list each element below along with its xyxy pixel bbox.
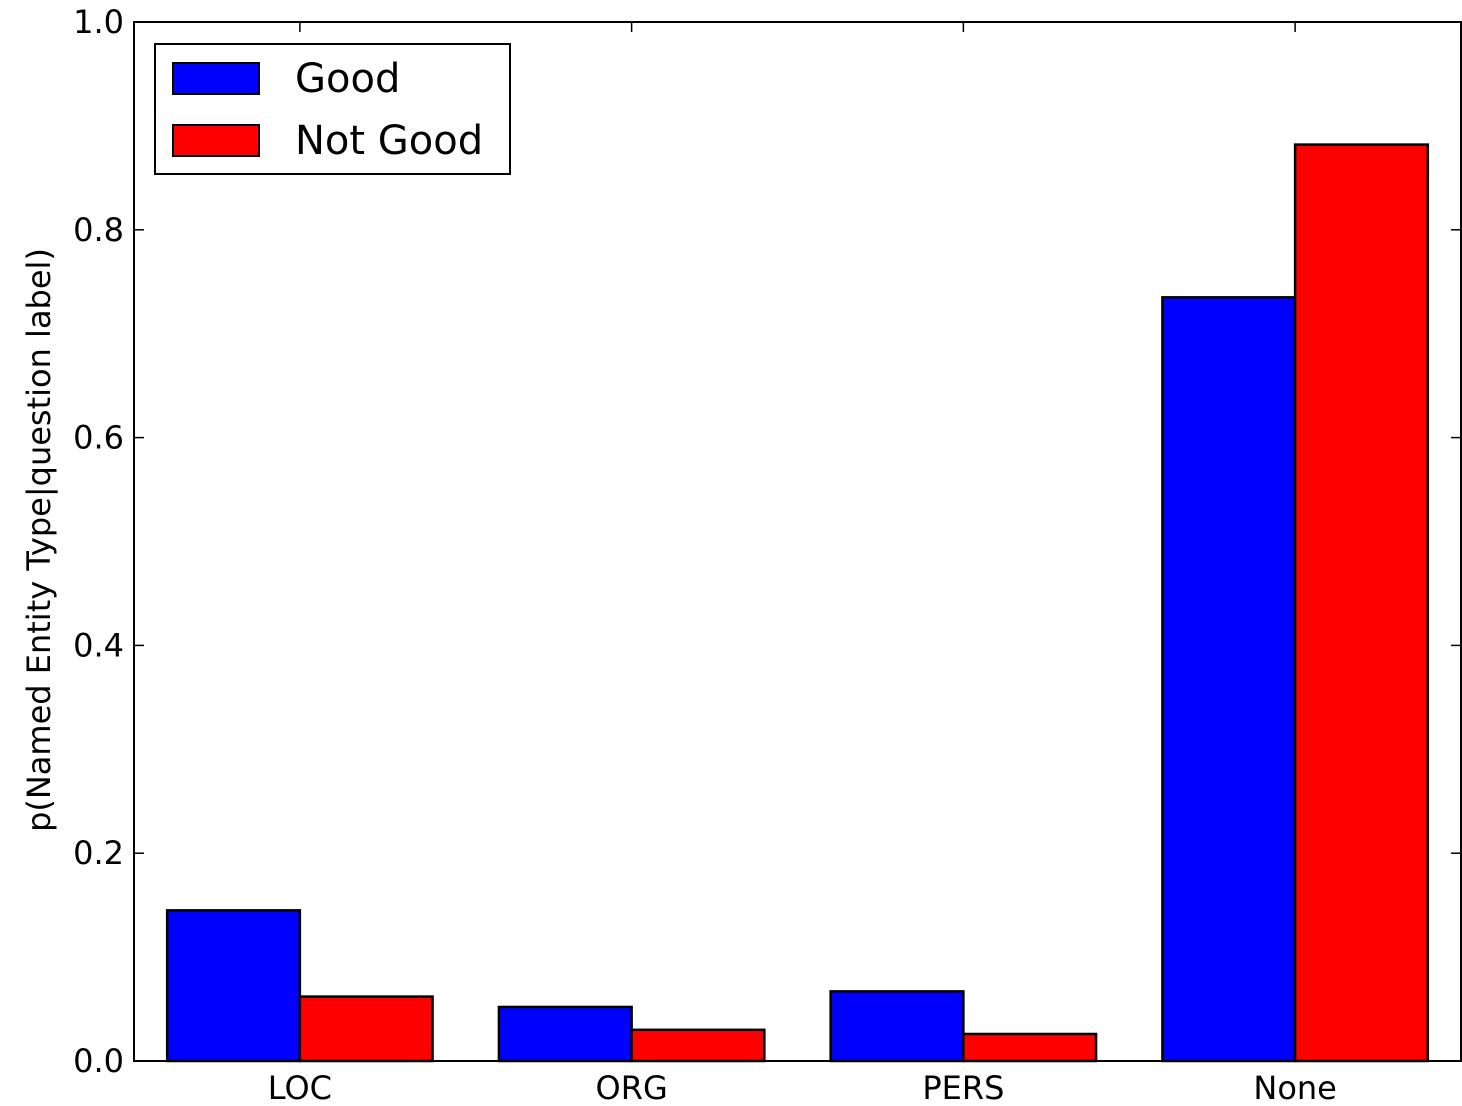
legend-label: Not Good <box>295 118 483 164</box>
legend-label: Good <box>295 56 400 102</box>
x-tick-label: ORG <box>596 1069 668 1106</box>
y-axis-label: p(Named Entity Type|question label) <box>20 248 58 832</box>
y-tick-label: 1.0 <box>73 3 124 41</box>
y-tick-label: 0.0 <box>73 1042 124 1080</box>
bar-good-org <box>499 1007 632 1061</box>
y-tick-label: 0.2 <box>73 834 124 872</box>
x-tick-label: None <box>1253 1069 1336 1106</box>
bar-not-good-org <box>632 1030 765 1061</box>
bars-layer <box>167 145 1428 1061</box>
legend: Good Not Good <box>155 44 510 174</box>
y-tick-label: 0.6 <box>73 419 124 457</box>
bar-good-pers <box>831 991 964 1061</box>
legend-swatch <box>173 63 259 94</box>
x-tick-label: LOC <box>268 1069 332 1106</box>
bar-not-good-pers <box>963 1034 1096 1061</box>
bar-good-none <box>1162 297 1295 1061</box>
bar-good-loc <box>167 910 300 1061</box>
x-tick-label: PERS <box>922 1069 1004 1106</box>
legend-swatch <box>173 125 259 156</box>
bar-not-good-loc <box>300 997 433 1061</box>
y-tick-label: 0.4 <box>73 626 124 664</box>
bar-not-good-none <box>1295 145 1428 1061</box>
y-tick-label: 0.8 <box>73 211 124 249</box>
